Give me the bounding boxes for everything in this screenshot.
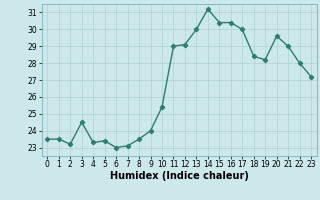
X-axis label: Humidex (Indice chaleur): Humidex (Indice chaleur) xyxy=(110,171,249,181)
